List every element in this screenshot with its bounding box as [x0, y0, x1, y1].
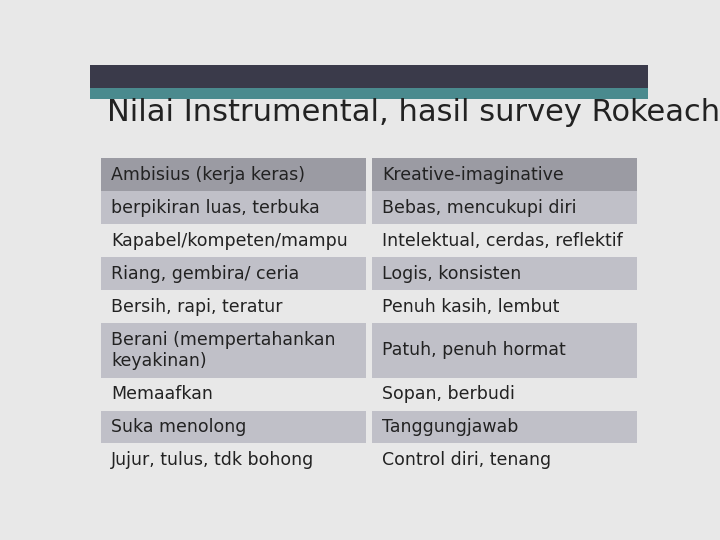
Text: Bersih, rapi, teratur: Bersih, rapi, teratur: [111, 298, 283, 316]
Bar: [372, 377, 637, 410]
Text: Intelektual, cerdas, reflektif: Intelektual, cerdas, reflektif: [382, 232, 623, 250]
Text: Kreative-imaginative: Kreative-imaginative: [382, 166, 564, 184]
Bar: [101, 290, 366, 323]
Bar: [101, 191, 366, 224]
Bar: [101, 323, 366, 377]
Bar: [372, 191, 637, 224]
Text: Berani (mempertahankan
keyakinan): Berani (mempertahankan keyakinan): [111, 331, 336, 370]
Text: berpikiran luas, terbuka: berpikiran luas, terbuka: [111, 199, 320, 217]
Text: Nilai Instrumental, hasil survey Rokeach: Nilai Instrumental, hasil survey Rokeach: [107, 98, 720, 127]
Text: Riang, gembira/ ceria: Riang, gembira/ ceria: [111, 265, 300, 283]
Text: Suka menolong: Suka menolong: [111, 418, 246, 436]
Text: Kapabel/kompeten/mampu: Kapabel/kompeten/mampu: [111, 232, 348, 250]
Bar: [372, 443, 637, 476]
Text: Patuh, penuh hormat: Patuh, penuh hormat: [382, 341, 566, 359]
Text: Penuh kasih, lembut: Penuh kasih, lembut: [382, 298, 559, 316]
Text: Jujur, tulus, tdk bohong: Jujur, tulus, tdk bohong: [111, 451, 315, 469]
Bar: [372, 410, 637, 443]
Text: Control diri, tenang: Control diri, tenang: [382, 451, 551, 469]
Bar: [372, 323, 637, 377]
Bar: [101, 257, 366, 290]
Bar: [90, 65, 648, 87]
Bar: [101, 443, 366, 476]
Bar: [372, 257, 637, 290]
Bar: [101, 224, 366, 257]
Bar: [372, 158, 637, 191]
Text: Ambisius (kerja keras): Ambisius (kerja keras): [111, 166, 305, 184]
Text: Logis, konsisten: Logis, konsisten: [382, 265, 521, 283]
Text: Sopan, berbudi: Sopan, berbudi: [382, 385, 515, 403]
Text: Bebas, mencukupi diri: Bebas, mencukupi diri: [382, 199, 576, 217]
Text: Memaafkan: Memaafkan: [111, 385, 213, 403]
Bar: [372, 290, 637, 323]
Bar: [372, 224, 637, 257]
Bar: [101, 377, 366, 410]
Bar: [101, 410, 366, 443]
Bar: [90, 87, 648, 99]
Text: Tanggungjawab: Tanggungjawab: [382, 418, 518, 436]
Bar: [101, 158, 366, 191]
